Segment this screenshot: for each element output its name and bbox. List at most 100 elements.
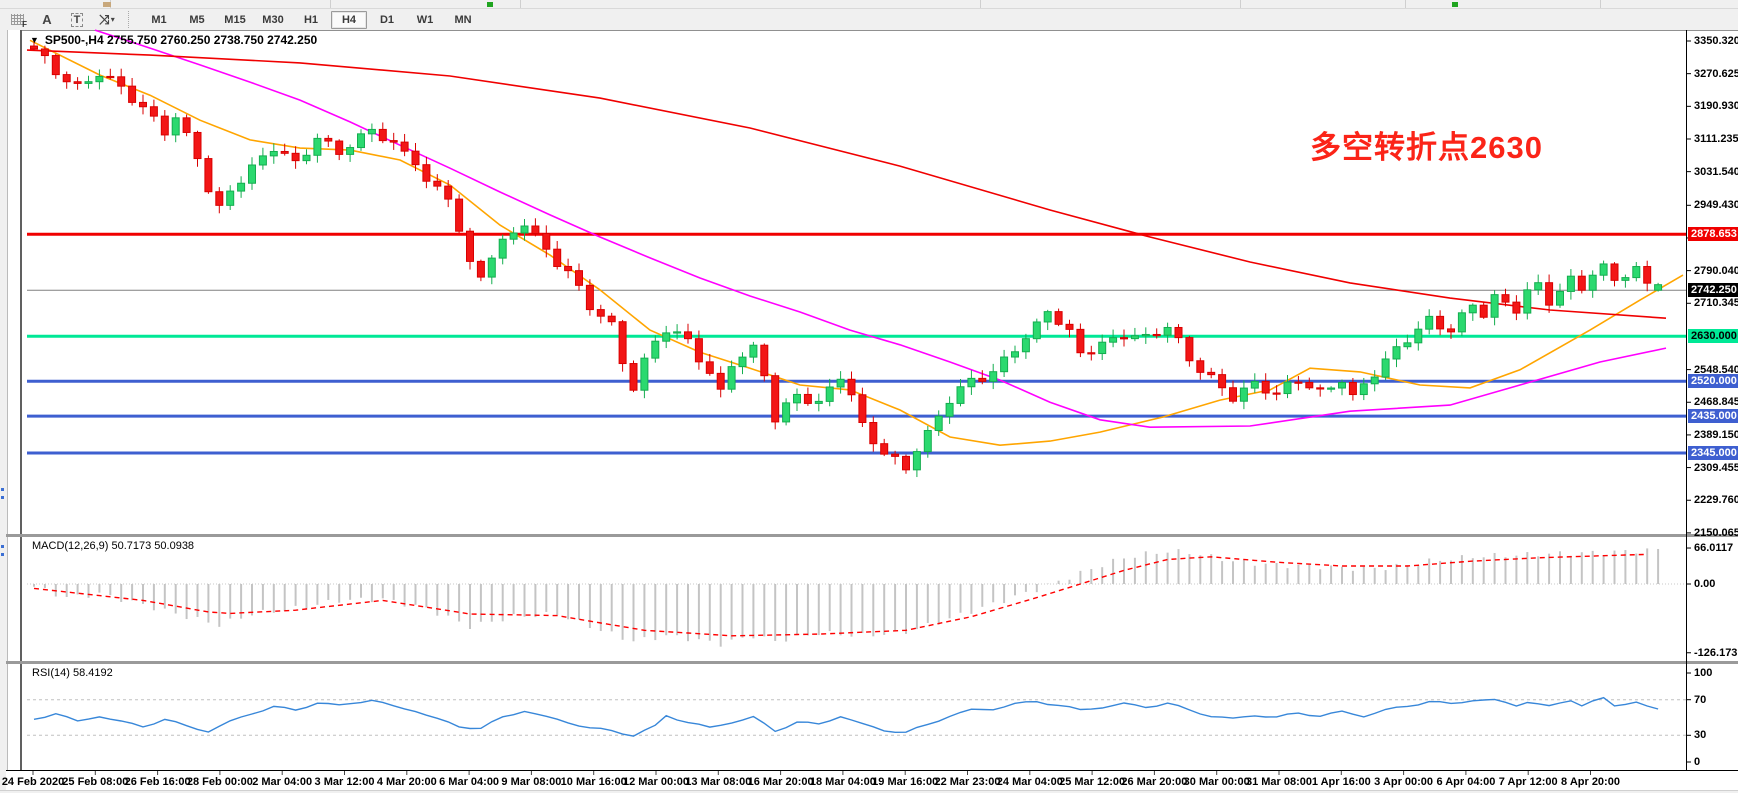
time-axis-label: 12 Mar 00:00 [622, 776, 690, 788]
time-axis-label: 6 Mar 04:00 [439, 776, 500, 788]
toolbar-separator [1405, 0, 1406, 8]
timeframe-button-W1[interactable]: W1 [416, 13, 434, 26]
symbol-dropdown-icon[interactable]: ▼ [30, 35, 39, 45]
price-tick-label: 3350.320 [1694, 35, 1738, 47]
status-mark [1452, 2, 1458, 7]
pattern-fill-icon[interactable]: F [4, 11, 30, 29]
time-axis-label: 26 Mar 20:00 [1121, 776, 1188, 788]
rsi-line [33, 696, 1659, 737]
time-axis-label: 7 Apr 12:00 [1498, 776, 1558, 788]
timeframe-button-M5[interactable]: M5 [189, 13, 205, 26]
rsi-indicator-label: RSI(14) 58.4192 [32, 667, 113, 679]
time-axis-label: 9 Mar 08:00 [501, 776, 562, 788]
level-price-label: 2630.000 [1688, 329, 1738, 344]
time-axis-label: 26 Feb 16:00 [124, 776, 191, 788]
timeframe-button-H4[interactable]: H4 [331, 10, 367, 29]
toolbar-separator [1240, 0, 1241, 8]
dock-handle[interactable] [1, 545, 8, 556]
time-axis-label: 30 Mar 00:00 [1183, 776, 1250, 788]
price-tick-label: 2548.540 [1694, 363, 1738, 376]
status-mark [487, 2, 493, 7]
time-axis-label: 22 Mar 23:00 [934, 776, 1001, 788]
status-mark [103, 2, 111, 7]
ma-mid-magenta [94, 29, 1667, 429]
price-tick-label: 2309.455 [1694, 461, 1738, 474]
rsi-tick-label: 0 [1694, 756, 1701, 768]
time-axis-label: 19 Mar 16:00 [872, 776, 939, 788]
timeframe-button-M15[interactable]: M15 [224, 13, 246, 26]
time-axis-label: 8 Apr 20:00 [1561, 776, 1620, 788]
cursor-mode-icon[interactable]: ⤨ ▾ [94, 11, 120, 28]
timeframe-button-M30[interactable]: M30 [262, 13, 284, 26]
font-icon[interactable]: A [42, 12, 52, 27]
macd-indicator-label: MACD(12,26,9) 50.7173 50.0938 [32, 540, 195, 552]
time-axis-label: 24 Mar 04:00 [996, 776, 1063, 788]
annotation-text[interactable]: 多空转折点2630 [1310, 130, 1543, 165]
rsi-tick-label: 100 [1694, 667, 1713, 679]
time-axis-label: 10 Mar 16:00 [560, 776, 627, 788]
time-axis-label: 31 Mar 08:00 [1245, 776, 1313, 788]
price-tick-label: 3190.930 [1694, 100, 1738, 113]
pane-divider[interactable] [6, 534, 1738, 537]
macd-tick-label: -126.173 [1694, 646, 1738, 659]
macd-tick-label: 66.0117 [1694, 542, 1734, 555]
time-axis-label: 25 Mar 12:00 [1059, 776, 1126, 788]
price-tick-label: 2150.065 [1694, 526, 1738, 539]
ma-slow-red [26, 49, 1667, 319]
text-label-glyph: T [70, 12, 84, 27]
cursor-arrows-glyph: ⤨ [99, 11, 110, 27]
price-tick-label: 2229.760 [1694, 494, 1738, 507]
time-axis-label: 25 Feb 08:00 [62, 776, 129, 788]
pattern-dots [10, 14, 24, 25]
macd-signal-line [33, 553, 1648, 637]
timeframe-button-MN[interactable]: MN [454, 13, 472, 26]
candles [30, 41, 1663, 478]
time-axis-label: 3 Apr 00:00 [1374, 776, 1434, 788]
window-bottom-edge [0, 790, 1738, 793]
pane-divider[interactable] [6, 661, 1738, 664]
level-price-label: 2435.000 [1688, 409, 1738, 424]
toolbar-separator [330, 0, 331, 8]
time-axis-label: 1 Apr 16:00 [1311, 776, 1371, 788]
pattern-fill-badge: F [22, 20, 27, 29]
dock-handle[interactable] [1, 488, 8, 499]
timeframe-button-M1[interactable]: M1 [151, 13, 167, 26]
price-tick-label: 2468.845 [1694, 396, 1738, 409]
time-axis-label: 4 Mar 20:00 [376, 776, 437, 788]
time-axis-label: 2 Mar 04:00 [252, 776, 313, 788]
horizontal-levels [27, 232, 1686, 455]
toolbar-separator [980, 0, 981, 8]
time-axis-label: 24 Feb 2020 [1, 776, 65, 788]
level-price-label: 2520.000 [1688, 374, 1738, 389]
chart-toolbar: F A T ⤨ ▾ M1 M5 M15 M30 H1 H4 D1 W1 MN [0, 9, 1738, 31]
time-axis-label: 16 Mar 20:00 [747, 776, 814, 788]
timeframe-button-D1[interactable]: D1 [379, 13, 395, 26]
chart-title: SP500-,H4 2755.750 2760.250 2738.750 274… [44, 33, 318, 47]
top-toolbar-sliver [0, 0, 1738, 9]
price-tick-label: 3031.540 [1694, 165, 1738, 178]
level-price-label: 2878.653 [1688, 227, 1738, 242]
price-tick-label: 2710.345 [1694, 297, 1738, 310]
level-price-label: 2345.000 [1688, 446, 1738, 461]
time-axis-label: 18 Mar 04:00 [809, 776, 876, 788]
time-axis-strip[interactable] [6, 771, 1738, 790]
text-label-icon[interactable]: T [64, 11, 90, 28]
time-axis-label: 28 Feb 00:00 [186, 776, 253, 788]
toolbar-separator [128, 11, 136, 28]
time-axis-label: 3 Mar 12:00 [314, 776, 375, 788]
chart-title-row: ▼ SP500-,H4 2755.750 2760.250 2738.750 2… [30, 33, 317, 47]
price-tick-label: 3111.235 [1694, 132, 1738, 145]
toolbar-separator [520, 0, 521, 8]
price-tick-label: 3270.625 [1694, 67, 1738, 80]
timeframe-button-H1[interactable]: H1 [303, 13, 319, 26]
time-axis-label: 6 Apr 04:00 [1436, 776, 1496, 788]
time-axis-label: 13 Mar 08:00 [685, 776, 752, 788]
macd-histogram [33, 548, 1660, 647]
rsi-tick-label: 30 [1694, 729, 1707, 742]
price-tick-label: 2790.040 [1694, 264, 1738, 277]
macd-tick-label: 0.00 [1694, 578, 1716, 590]
rsi-tick-label: 70 [1694, 693, 1707, 706]
price-tick-label: 2389.150 [1694, 428, 1738, 441]
